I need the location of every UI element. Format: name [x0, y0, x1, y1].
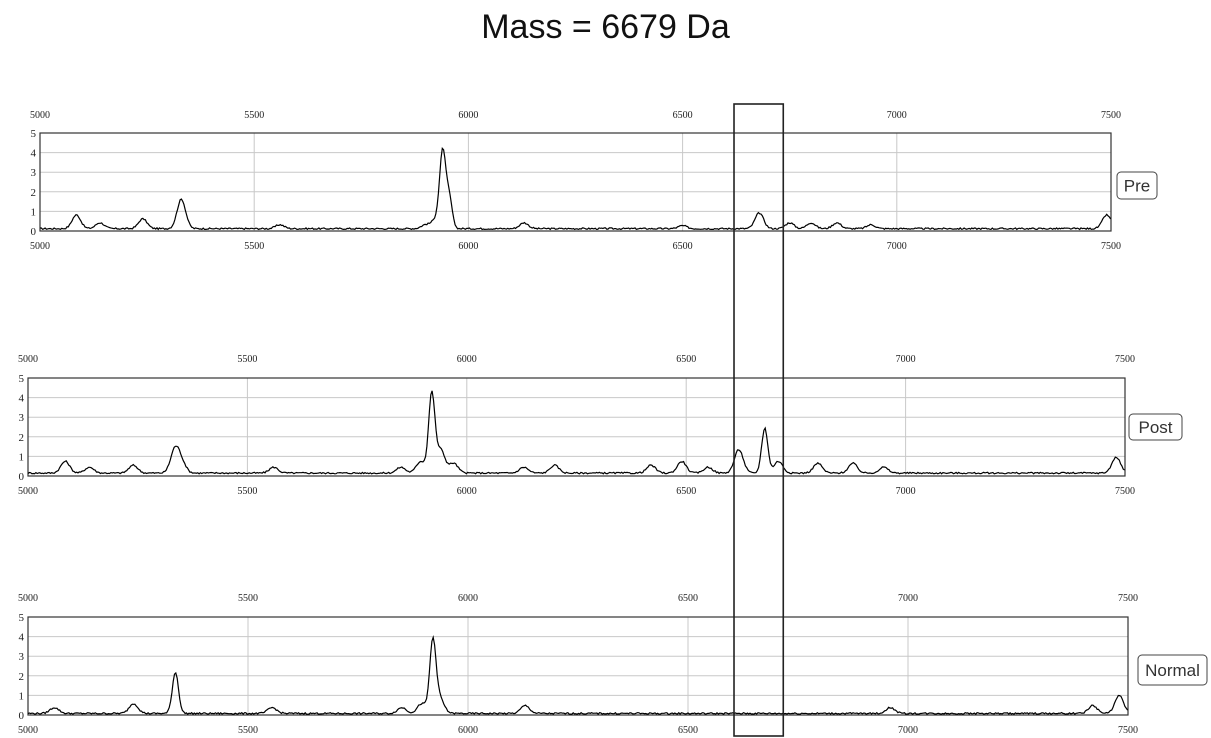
- top-x-tick-label: 7500: [1118, 593, 1138, 604]
- top-x-tick-label: 6000: [458, 110, 478, 121]
- legend-label: Post: [1138, 418, 1172, 437]
- bottom-x-tick-label: 5500: [244, 241, 264, 252]
- top-x-tick-label: 6500: [676, 354, 696, 365]
- bottom-x-tick-label: 5500: [237, 486, 257, 497]
- bottom-x-tick-label: 6000: [457, 486, 477, 497]
- mass-highlight-box: [733, 103, 785, 737]
- y-tick-label: 1: [19, 451, 25, 463]
- spectrum-trace: [27, 390, 1125, 475]
- top-x-tick-label: 7000: [896, 354, 916, 365]
- top-x-tick-label: 6500: [673, 110, 693, 121]
- y-tick-label: 5: [19, 373, 25, 385]
- y-tick-label: 3: [19, 412, 25, 424]
- spectrum-panel-pre: 0 1 2 3 4 5 5000 5500 6000 6500 7000 7500 5000 5500 60…: [30, 110, 1158, 252]
- top-x-tick-label: 5000: [30, 110, 50, 121]
- top-x-tick-label: 5500: [238, 593, 258, 604]
- y-tick-label: 4: [31, 148, 37, 160]
- top-x-tick-label: 7500: [1101, 110, 1121, 121]
- top-x-tick-label: 6000: [458, 593, 478, 604]
- bottom-x-tick-label: 5000: [18, 486, 38, 497]
- bottom-x-tick-label: 5000: [30, 241, 50, 252]
- y-tick-label: 1: [19, 690, 25, 702]
- bottom-x-tick-label: 5500: [238, 725, 258, 736]
- top-x-tick-label: 6500: [678, 593, 698, 604]
- y-tick-label: 4: [19, 393, 25, 405]
- spectrum-trace: [40, 147, 1112, 231]
- plot-frame: [27, 616, 1129, 716]
- y-tick-label: 0: [31, 226, 37, 238]
- legend-label: Pre: [1124, 177, 1150, 196]
- legend-box: [1116, 171, 1158, 200]
- top-x-tick-label: 5500: [244, 110, 264, 121]
- chart-title: Mass = 6679 Da: [481, 8, 730, 46]
- spectrum-panel-normal: 0 1 2 3 4 5 5000 5500 6000 6500 7000 7500 5000 5500 60…: [18, 593, 1208, 736]
- y-tick-label: 3: [31, 167, 37, 179]
- plot-frame: [39, 132, 1112, 232]
- top-x-tick-label: 5500: [237, 354, 257, 365]
- bottom-x-tick-label: 6000: [458, 241, 478, 252]
- y-tick-label: 4: [19, 632, 25, 644]
- y-tick-label: 0: [19, 710, 25, 722]
- y-tick-label: 5: [19, 612, 25, 624]
- bottom-x-tick-label: 7500: [1101, 241, 1121, 252]
- bottom-x-tick-label: 7000: [896, 486, 916, 497]
- top-x-tick-label: 7500: [1115, 354, 1135, 365]
- bottom-x-tick-label: 7500: [1115, 486, 1135, 497]
- bottom-x-tick-label: 7500: [1118, 725, 1138, 736]
- top-x-tick-label: 6000: [457, 354, 477, 365]
- bottom-x-tick-label: 6000: [458, 725, 478, 736]
- bottom-x-tick-label: 5000: [18, 725, 38, 736]
- bottom-x-tick-label: 7000: [887, 241, 907, 252]
- bottom-x-tick-label: 7000: [898, 725, 918, 736]
- y-tick-label: 1: [31, 206, 37, 218]
- y-tick-label: 2: [19, 432, 25, 444]
- top-x-tick-label: 5000: [18, 593, 38, 604]
- y-tick-label: 0: [19, 471, 25, 483]
- plot-frame: [27, 377, 1126, 477]
- top-x-tick-label: 7000: [898, 593, 918, 604]
- y-tick-label: 5: [31, 128, 37, 140]
- spectrum-trace: [27, 635, 1129, 716]
- legend-box: [1128, 413, 1183, 441]
- y-tick-label: 3: [19, 651, 25, 663]
- top-x-tick-label: 7000: [887, 110, 907, 121]
- bottom-x-tick-label: 6500: [676, 486, 696, 497]
- bottom-x-tick-label: 6500: [673, 241, 693, 252]
- bottom-x-tick-label: 6500: [678, 725, 698, 736]
- legend-box: [1137, 654, 1208, 686]
- top-x-tick-label: 5000: [18, 354, 38, 365]
- legend-label: Normal: [1145, 661, 1200, 680]
- y-tick-label: 2: [19, 671, 25, 683]
- spectrum-panel-post: 0 1 2 3 4 5 5000 5500 6000 6500 7000 7500 5000 5500 60…: [18, 354, 1183, 497]
- y-tick-label: 2: [31, 187, 37, 199]
